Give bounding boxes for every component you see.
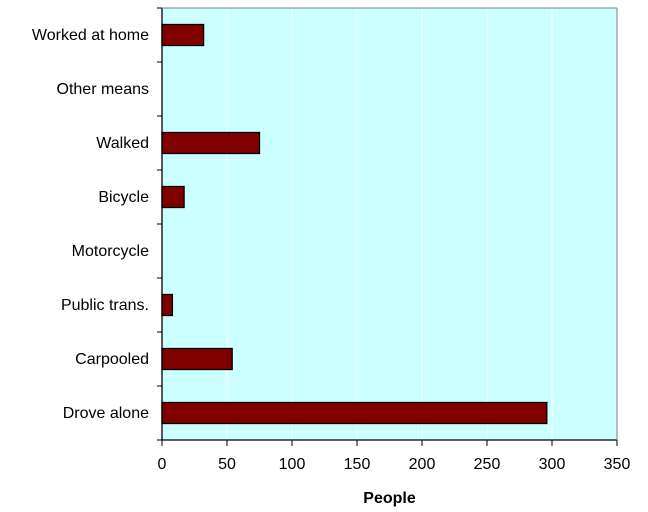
bar-walked bbox=[161, 131, 261, 155]
bars bbox=[161, 23, 548, 425]
axes bbox=[157, 7, 618, 446]
x-tick-label: 200 bbox=[409, 456, 436, 473]
category-labels: Drove alone Carpooled Public trans. Motorcy… bbox=[32, 27, 149, 422]
x-tick-label: 50 bbox=[218, 456, 236, 473]
x-tick-label: 0 bbox=[158, 456, 167, 473]
category-label: Walked bbox=[96, 135, 149, 152]
category-label: Bicycle bbox=[98, 189, 149, 206]
bar-drove-alone bbox=[161, 401, 548, 425]
x-tick-label: 300 bbox=[539, 456, 566, 473]
category-label: Motorcycle bbox=[72, 243, 149, 260]
category-label: Public trans. bbox=[61, 297, 149, 314]
category-label: Worked at home bbox=[32, 27, 149, 44]
category-label: Carpooled bbox=[75, 351, 149, 368]
category-label: Other means bbox=[57, 81, 149, 98]
x-tick-labels: 0 50 100 150 200 250 300 350 bbox=[158, 456, 631, 473]
x-tick-label: 100 bbox=[279, 456, 306, 473]
bar-public-trans bbox=[161, 293, 174, 317]
x-tick-label: 250 bbox=[474, 456, 501, 473]
plot-area bbox=[162, 8, 617, 440]
x-axis-title: People bbox=[363, 490, 416, 507]
x-tick-label: 350 bbox=[604, 456, 631, 473]
x-tick-label: 150 bbox=[344, 456, 371, 473]
bar-bicycle bbox=[161, 185, 185, 209]
bar-carpooled bbox=[161, 347, 233, 371]
bar-worked-at-home bbox=[161, 23, 205, 47]
category-label: Drove alone bbox=[63, 405, 149, 422]
